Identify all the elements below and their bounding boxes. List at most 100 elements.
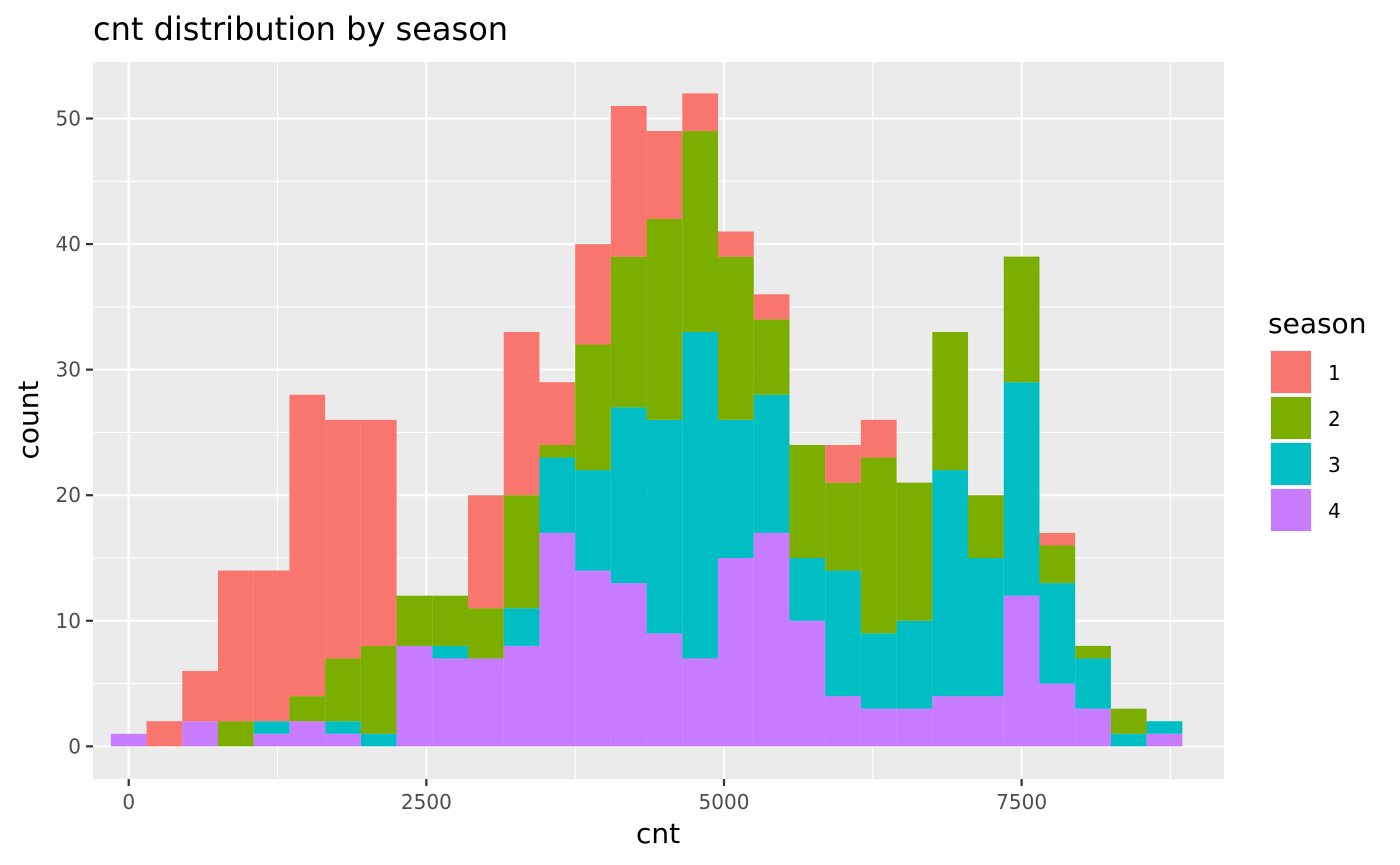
bar-season-4 <box>968 696 1004 747</box>
legend-swatch-season-3 <box>1271 443 1311 485</box>
bar-season-2 <box>218 721 254 747</box>
bar-season-3 <box>968 557 1004 697</box>
bar-season-2 <box>896 482 933 621</box>
bar-season-3 <box>1146 721 1183 734</box>
x-axis-ticks: 0 2500 5000 7500 <box>122 779 1047 814</box>
bar-season-2 <box>968 495 1004 558</box>
legend-label: 1 <box>1328 361 1341 385</box>
bar-season-3 <box>1075 658 1111 709</box>
bar-season-3 <box>860 633 897 709</box>
bar-season-1 <box>646 131 683 219</box>
bar-season-3 <box>932 470 969 697</box>
bar-season-4 <box>110 733 147 747</box>
bar-season-3 <box>718 419 754 558</box>
bar-season-4 <box>896 708 933 747</box>
bar-season-1 <box>182 671 219 722</box>
bar-season-4 <box>753 532 790 747</box>
bar-season-2 <box>539 444 576 458</box>
bar-season-2 <box>503 495 540 609</box>
bar-season-1 <box>360 419 397 646</box>
bar-season-3 <box>253 721 290 734</box>
bar-season-3 <box>360 733 397 747</box>
bar-season-4 <box>575 570 611 747</box>
bar-season-4 <box>682 658 719 747</box>
bar-season-2 <box>718 256 754 420</box>
y-tick-label: 50 <box>56 107 81 131</box>
bar-season-2 <box>468 608 504 659</box>
bar-season-4 <box>1039 683 1076 747</box>
y-tick-label: 0 <box>68 734 81 758</box>
bar-season-4 <box>610 583 647 747</box>
bar-season-2 <box>682 131 719 332</box>
legend-swatch-season-2 <box>1271 397 1311 439</box>
bar-season-1 <box>539 382 576 445</box>
bar-season-1 <box>682 93 719 132</box>
bar-season-1 <box>575 244 611 345</box>
x-axis-title: cnt <box>636 817 680 850</box>
legend-label: 3 <box>1328 453 1341 477</box>
bar-season-4 <box>1003 595 1040 747</box>
bar-season-1 <box>503 331 540 496</box>
bar-season-4 <box>253 733 290 747</box>
bar-season-2 <box>1039 545 1076 584</box>
bar-season-2 <box>289 696 326 722</box>
bar-season-1 <box>860 419 897 458</box>
bar-season-4 <box>289 721 326 747</box>
x-tick-label: 2500 <box>401 790 452 814</box>
legend-swatch-season-4 <box>1271 489 1311 531</box>
y-tick-label: 20 <box>56 483 81 507</box>
x-tick-label: 5000 <box>699 790 750 814</box>
legend: season 1 2 3 4 <box>1268 307 1366 532</box>
bar-season-3 <box>575 470 611 571</box>
bar-season-3 <box>646 419 683 634</box>
bar-season-1 <box>146 721 183 747</box>
bar-season-3 <box>896 620 933 709</box>
bar-season-3 <box>789 557 826 621</box>
y-tick-label: 10 <box>56 609 81 633</box>
bar-season-4 <box>932 696 969 747</box>
bar-season-4 <box>1075 708 1111 747</box>
x-tick-label: 0 <box>122 790 135 814</box>
bars <box>110 93 1183 747</box>
bar-season-3 <box>1110 733 1147 747</box>
bar-season-3 <box>753 394 790 533</box>
bar-season-4 <box>182 721 219 747</box>
bar-season-1 <box>468 495 504 609</box>
legend-swatch-season-1 <box>1271 351 1311 393</box>
bar-season-1 <box>718 231 754 257</box>
bar-season-3 <box>682 331 719 659</box>
bar-season-4 <box>432 658 469 747</box>
bar-season-3 <box>503 608 540 646</box>
bar-season-4 <box>539 532 576 747</box>
bar-season-2 <box>860 457 897 634</box>
bar-season-3 <box>539 457 576 533</box>
y-tick-label: 40 <box>56 232 81 256</box>
bar-season-2 <box>789 444 826 558</box>
y-axis-title: count <box>12 380 45 459</box>
bar-season-2 <box>575 344 611 471</box>
bar-season-1 <box>610 105 647 257</box>
bar-season-1 <box>753 294 790 320</box>
legend-items: 1 2 3 4 <box>1270 350 1341 532</box>
bar-season-2 <box>932 331 969 471</box>
bar-season-2 <box>1003 256 1040 383</box>
bar-season-2 <box>753 319 790 395</box>
bar-season-4 <box>503 645 540 747</box>
bar-season-4 <box>825 696 861 747</box>
bar-season-4 <box>468 658 504 747</box>
bar-season-3 <box>325 721 361 734</box>
bar-season-1 <box>1039 532 1076 546</box>
x-tick-label: 7500 <box>996 790 1047 814</box>
bar-season-4 <box>718 557 754 747</box>
bar-season-2 <box>646 218 683 420</box>
bar-season-3 <box>432 645 469 659</box>
legend-label: 4 <box>1328 499 1341 523</box>
bar-season-2 <box>610 256 647 408</box>
bar-season-2 <box>325 658 361 722</box>
bar-season-3 <box>610 407 647 584</box>
legend-title: season <box>1268 307 1366 340</box>
bar-season-1 <box>325 419 361 659</box>
bar-season-1 <box>825 444 861 483</box>
bar-season-2 <box>1110 708 1147 734</box>
